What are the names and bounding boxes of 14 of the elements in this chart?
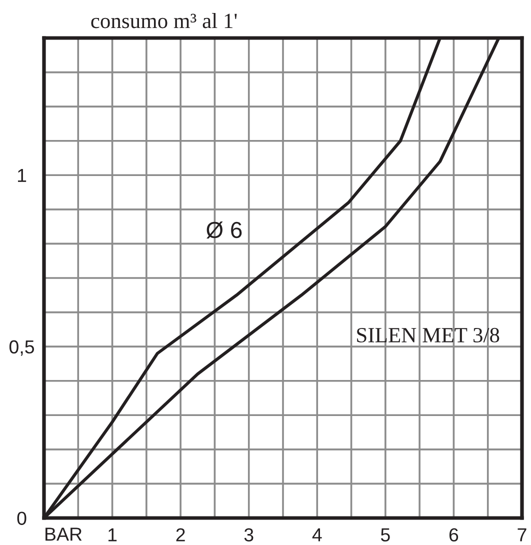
y-axis-title: consumo m³ al 1' [91,13,237,28]
x-axis-title: BAR [46,528,82,541]
x-tick-label: 4 [312,528,322,542]
x-tick-label: 6 [449,528,458,542]
y-tick-label: 0,5 [9,340,34,356]
x-tick-label: 1 [108,528,117,542]
x-tick-label: 5 [380,528,390,542]
x-tick-label: 7 [518,528,526,542]
annotation: Ø 6 [206,221,242,238]
x-tick-label: 2 [176,528,185,542]
annotation: SILEN MET 3/8 [357,328,500,342]
x-tick-label: 3 [244,528,254,542]
y-tick-label: 1 [18,169,26,182]
y-tick-label: 0 [17,512,26,525]
